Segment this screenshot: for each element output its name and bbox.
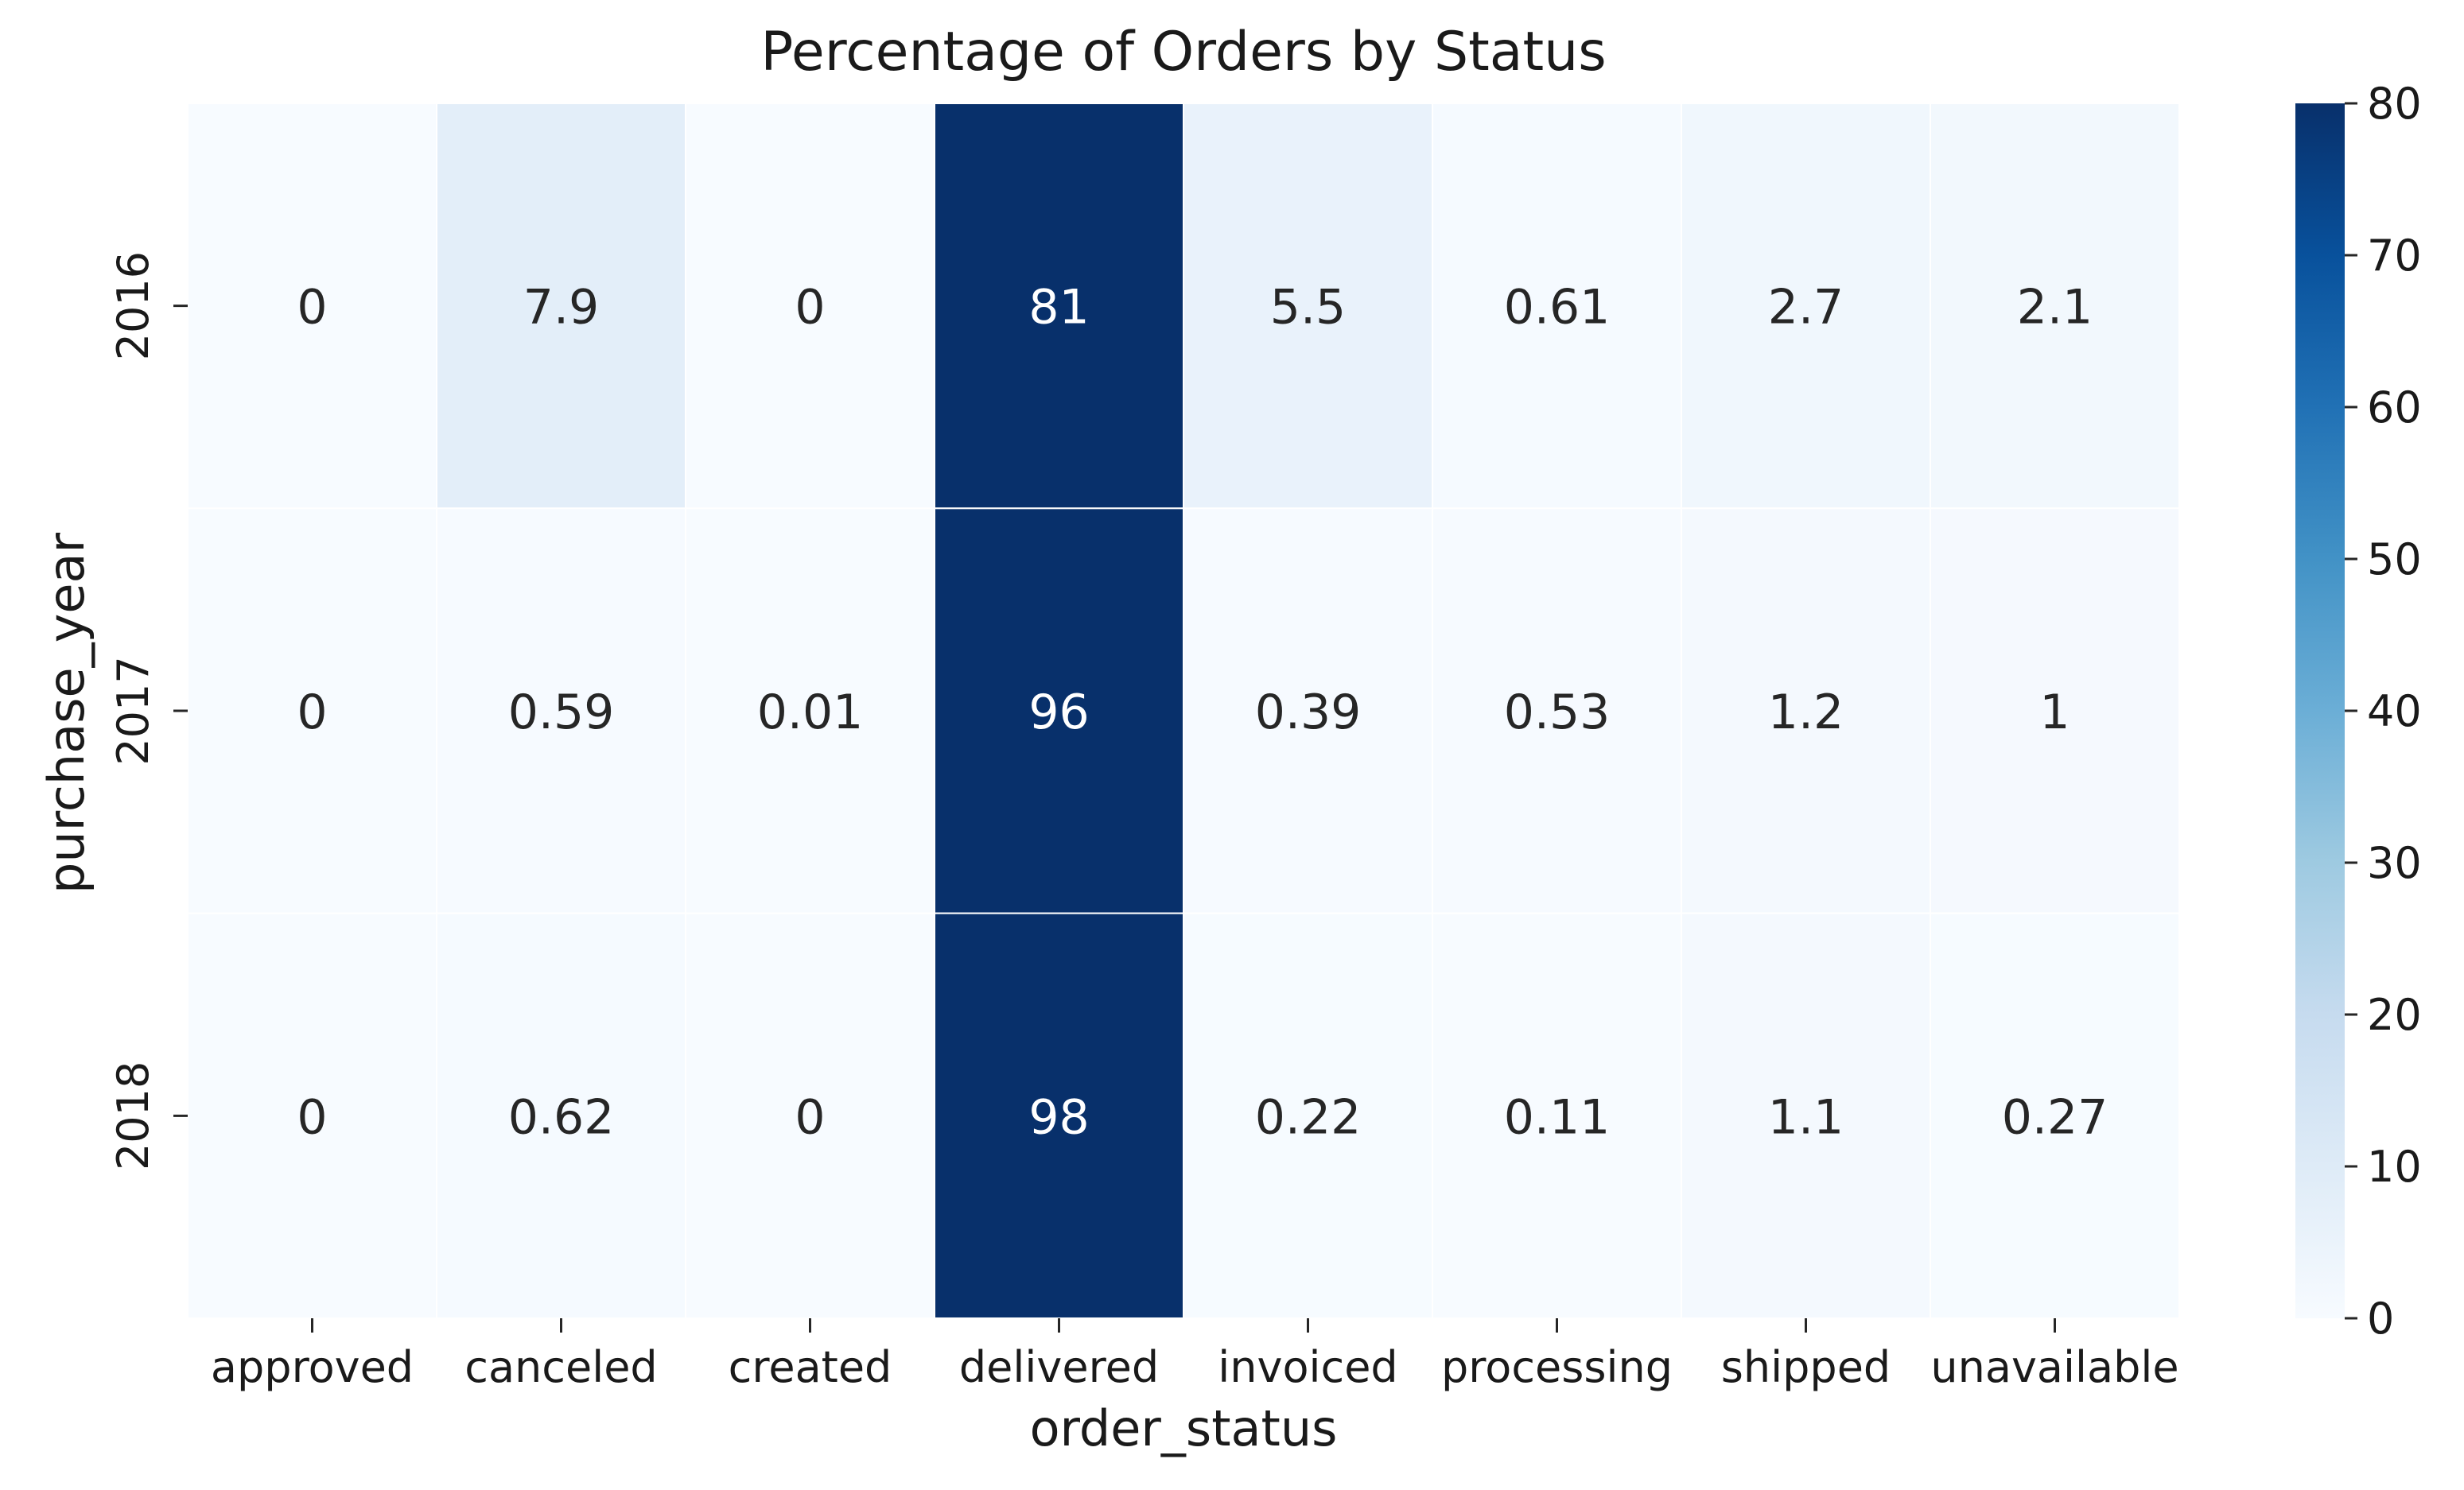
heatmap-cell — [436, 912, 686, 1319]
cell-value-label: 2.7 — [1768, 280, 1844, 336]
x-tick-label: shipped — [1721, 1342, 1891, 1392]
heatmap-cell — [1183, 912, 1433, 1319]
y-tick-label: 2017 — [108, 656, 158, 765]
x-tick-label: canceled — [464, 1342, 657, 1392]
y-axis: 2016 2017 2018 — [108, 251, 188, 1170]
colorbar-tick-label: 0 — [2367, 1294, 2394, 1344]
x-tick-label: invoiced — [1218, 1342, 1397, 1392]
cell-labels: 0 7.9 0 81 5.5 0.61 2.7 2.1 0 0.59 0.01 96 0.39 0.53 1… — [297, 280, 2108, 1146]
cell-value-label: 0.39 — [1255, 685, 1362, 740]
heatmap-cell — [1681, 507, 1931, 914]
x-tick-label: approved — [211, 1342, 414, 1392]
heatmap-cell — [685, 103, 935, 510]
heatmap-cell — [436, 103, 686, 510]
heatmap-cell — [1930, 507, 2180, 914]
cell-value-label: 0 — [297, 1089, 327, 1145]
cell-value-label: 81 — [1028, 280, 1089, 336]
heatmap-cells — [187, 103, 2180, 1319]
y-tick-label: 2018 — [108, 1061, 158, 1170]
cell-value-label: 1.1 — [1768, 1089, 1844, 1145]
cell-value-label: 1.2 — [1768, 685, 1844, 740]
cell-value-label: 0 — [795, 1089, 825, 1145]
colorbar-ticks: 0 10 20 30 40 50 60 70 80 — [2345, 79, 2422, 1344]
colorbar-tick-label: 30 — [2367, 838, 2422, 888]
heatmap-cell — [1681, 912, 1931, 1319]
y-tick-label: 2016 — [108, 251, 158, 360]
colorbar-tick-label: 80 — [2367, 79, 2422, 129]
colorbar-tick-label: 10 — [2367, 1142, 2422, 1192]
cell-value-label: 0.61 — [1504, 280, 1611, 336]
cell-value-label: 0 — [795, 280, 825, 336]
colorbar-tick-label: 60 — [2367, 382, 2422, 433]
cell-value-label: 7.9 — [523, 280, 599, 336]
x-tick-label: unavailable — [1930, 1342, 2178, 1392]
x-tick-label: delivered — [959, 1342, 1159, 1392]
cell-value-label: 0.22 — [1255, 1089, 1362, 1145]
cell-value-label: 2.1 — [2017, 280, 2093, 336]
colorbar-tick-label: 40 — [2367, 686, 2422, 736]
y-axis-label: purchase_year — [37, 533, 95, 894]
x-tick-label: processing — [1441, 1342, 1673, 1392]
heatmap-cell — [1930, 103, 2180, 510]
colorbar-tick-label: 20 — [2367, 990, 2422, 1040]
heatmap-cell — [1930, 912, 2180, 1319]
cell-value-label: 0.62 — [508, 1089, 615, 1145]
cell-value-label: 0.11 — [1504, 1089, 1611, 1145]
x-axis-label: order_status — [1030, 1399, 1338, 1457]
colorbar-gradient — [2295, 103, 2345, 1318]
x-tick-label: created — [729, 1342, 892, 1392]
heatmap-cell — [436, 507, 686, 914]
cell-value-label: 0.01 — [757, 685, 864, 740]
heatmap-cell — [685, 912, 935, 1319]
heatmap-cell — [1681, 103, 1931, 510]
cell-value-label: 0 — [297, 280, 327, 336]
heatmap-cell — [187, 912, 437, 1319]
cell-value-label: 1 — [2039, 685, 2070, 740]
colorbar-tick-label: 50 — [2367, 534, 2422, 584]
heatmap-cell — [1432, 507, 1682, 914]
x-axis: approved canceled created delivered invoiced… — [211, 1318, 2179, 1392]
heatmap-cell — [1183, 103, 1433, 510]
cell-value-label: 0.27 — [2002, 1089, 2108, 1145]
cell-value-label: 96 — [1028, 685, 1089, 740]
cell-value-label: 5.5 — [1270, 280, 1346, 336]
heatmap-cell — [934, 912, 1184, 1319]
heatmap-cell — [934, 507, 1184, 914]
cell-value-label: 0.59 — [508, 685, 615, 740]
heatmap-cell — [1432, 912, 1682, 1319]
heatmap-cell — [187, 103, 437, 510]
heatmap-cell — [1432, 103, 1682, 510]
cell-value-label: 0 — [297, 685, 327, 740]
colorbar: 0 10 20 30 40 50 60 70 80 — [2295, 79, 2422, 1344]
colorbar-tick-label: 70 — [2367, 231, 2422, 281]
heatmap-cell — [1183, 507, 1433, 914]
cell-value-label: 98 — [1028, 1089, 1089, 1145]
heatmap-cell — [934, 103, 1184, 510]
chart-title: Percentage of Orders by Status — [760, 21, 1606, 83]
cell-value-label: 0.53 — [1504, 685, 1611, 740]
